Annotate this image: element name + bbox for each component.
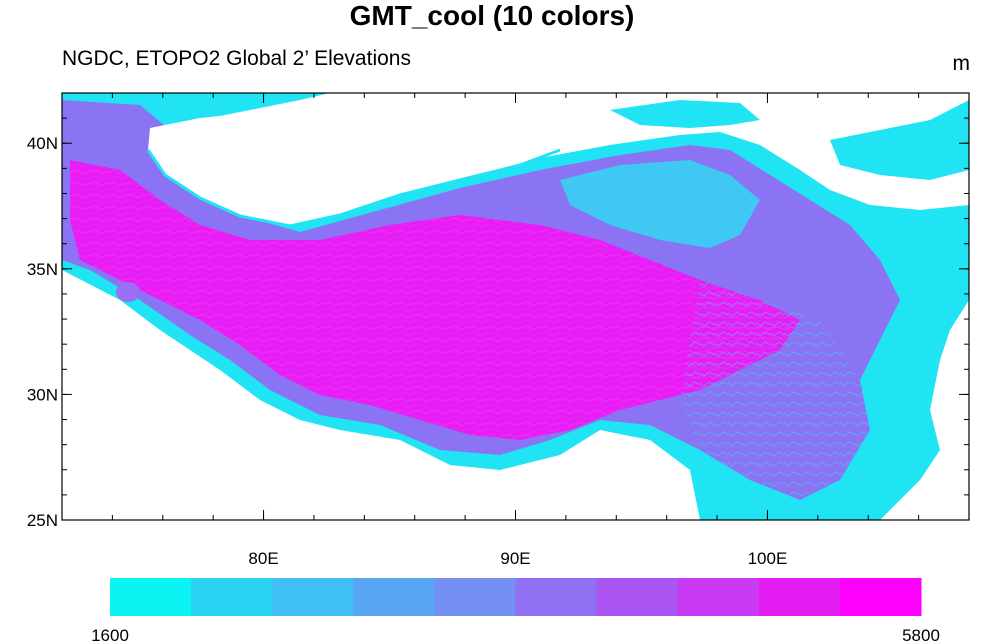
colorbar-max-label: 5800	[902, 626, 940, 644]
colorbar-swatch	[839, 578, 922, 616]
lat-tick-label: 30N	[27, 385, 58, 404]
northeast-lowland	[610, 100, 760, 128]
elevation-field	[62, 93, 969, 520]
plateau-texture	[70, 160, 800, 440]
colorbar-swatch	[596, 578, 679, 616]
colorbar-swatch	[353, 578, 435, 616]
east-lowland	[830, 100, 969, 180]
colorbar-swatch	[191, 578, 273, 616]
slope-texture	[680, 280, 870, 500]
units-label: m	[952, 52, 971, 75]
colorbar-swatch	[515, 578, 598, 616]
colorbar-swatch	[677, 578, 760, 616]
desert-region	[148, 108, 560, 226]
lon-tick-label: 90E	[500, 549, 530, 568]
plot-title: GMT_cool (10 colors)	[349, 0, 635, 31]
desert-edge	[146, 148, 561, 228]
dataset-label: NGDC, ETOPO2 Global 2’ Elevations	[62, 47, 411, 70]
basin-region	[560, 160, 760, 248]
colorbar-swatch	[272, 578, 354, 616]
colorbar: 1600 5800	[91, 578, 940, 644]
colorbar-swatch	[110, 578, 192, 616]
axis-ticks: 80E 90E 100E 25N 30N 35N 40N	[27, 92, 970, 568]
lat-tick-label: 40N	[27, 134, 58, 153]
lon-tick-label: 100E	[748, 549, 788, 568]
lake-region	[116, 282, 140, 302]
colorbar-min-label: 1600	[91, 626, 129, 644]
colorbar-swatch	[758, 578, 841, 616]
lat-tick-label: 35N	[27, 260, 58, 279]
lat-tick-label: 25N	[27, 511, 58, 530]
lon-tick-label: 80E	[248, 549, 278, 568]
colorbar-swatch	[434, 578, 516, 616]
